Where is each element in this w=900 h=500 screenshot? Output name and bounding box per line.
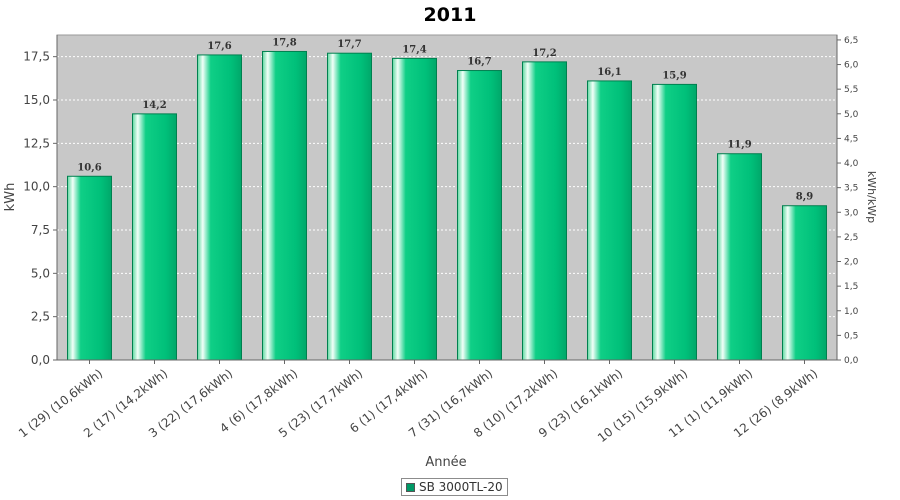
- bar-value-label: 17,7: [337, 39, 361, 50]
- bar-value-label: 14,2: [142, 100, 166, 111]
- bar-value-label: 16,1: [597, 67, 621, 78]
- bar: [587, 80, 632, 361]
- y2-tick-label: 6,0: [844, 61, 859, 71]
- y2-tick-label: 4,5: [844, 134, 858, 144]
- y2-tick-label: 5,0: [844, 110, 859, 120]
- bars: [67, 50, 827, 361]
- y-tick-label: 7,5: [31, 223, 50, 237]
- y-axis-left: 0,0 2,5 5,0 7,5 10,0 12,5 15,0 17,5: [23, 35, 58, 367]
- x-axis-title: Année: [425, 455, 466, 470]
- y-tick-label: 15,0: [23, 93, 50, 107]
- bar-value-label: 10,6: [77, 162, 101, 173]
- legend-label: SB 3000TL-20: [419, 480, 503, 494]
- y2-tick-label: 1,5: [844, 282, 858, 292]
- bar: [392, 57, 437, 361]
- bar-value-label: 17,2: [532, 48, 556, 59]
- y2-tick-label: 3,0: [844, 208, 859, 218]
- bar-value-label: 15,9: [662, 70, 686, 81]
- y2-tick-label: 4,0: [844, 159, 859, 169]
- legend: SB 3000TL-20: [401, 478, 508, 496]
- bar: [457, 70, 502, 361]
- bar: [717, 153, 762, 361]
- y-tick-label: 5,0: [31, 266, 50, 280]
- bar-value-label: 17,8: [272, 37, 296, 48]
- y2-tick-label: 2,5: [844, 233, 858, 243]
- bar-value-labels: 10,6 14,2 17,6 17,8 17,7 17,4 16,7 17,2 16,1 15,9…: [77, 37, 813, 202]
- legend-swatch: [406, 482, 415, 492]
- bar: [327, 52, 372, 361]
- y2-tick-label: 1,0: [844, 307, 859, 317]
- bar: [782, 205, 827, 361]
- y2-tick-label: 0,5: [844, 331, 858, 341]
- bar-value-label: 11,9: [727, 140, 751, 151]
- chart-title: 2011: [423, 4, 477, 26]
- y-axis-title: kWh: [3, 183, 18, 212]
- y-tick-label: 12,5: [23, 136, 50, 150]
- y-tick-label: 0,0: [31, 353, 50, 367]
- bar: [262, 50, 307, 361]
- bar-value-label: 17,4: [402, 44, 426, 55]
- y-axis-right: 0,0 0,5 1,0 1,5 2,0 2,5 3,0 3,5 4,0 4,5 5,0 5,5 6,0 6…: [836, 35, 859, 366]
- bar: [522, 61, 567, 361]
- y2-axis-title: kWh/kWp: [865, 171, 878, 223]
- bar-value-label: 8,9: [796, 192, 813, 203]
- gridlines: [57, 56, 837, 318]
- bar: [652, 83, 697, 361]
- y-tick-label: 2,5: [31, 310, 50, 324]
- y2-tick-label: 5,5: [844, 85, 858, 95]
- bar-value-label: 17,6: [207, 41, 231, 52]
- y-tick-label: 10,0: [23, 180, 50, 194]
- y2-tick-label: 2,0: [844, 258, 859, 268]
- y2-tick-label: 0,0: [844, 356, 859, 366]
- y-tick-label: 17,5: [23, 50, 50, 64]
- chart-canvas: 10,6 14,2 17,6 17,8 17,7 17,4 16,7 17,2 16,1 15,9…: [3, 34, 878, 470]
- bar: [67, 175, 112, 361]
- bar-value-label: 16,7: [467, 57, 491, 68]
- x-axis: 1 (29) (10,6kWh)2 (17) (14,2kWh)3 (22) (…: [16, 359, 837, 445]
- bar: [132, 113, 177, 361]
- y2-tick-label: 3,5: [844, 184, 858, 194]
- bar: [197, 54, 242, 361]
- y2-tick-label: 6,5: [844, 36, 858, 46]
